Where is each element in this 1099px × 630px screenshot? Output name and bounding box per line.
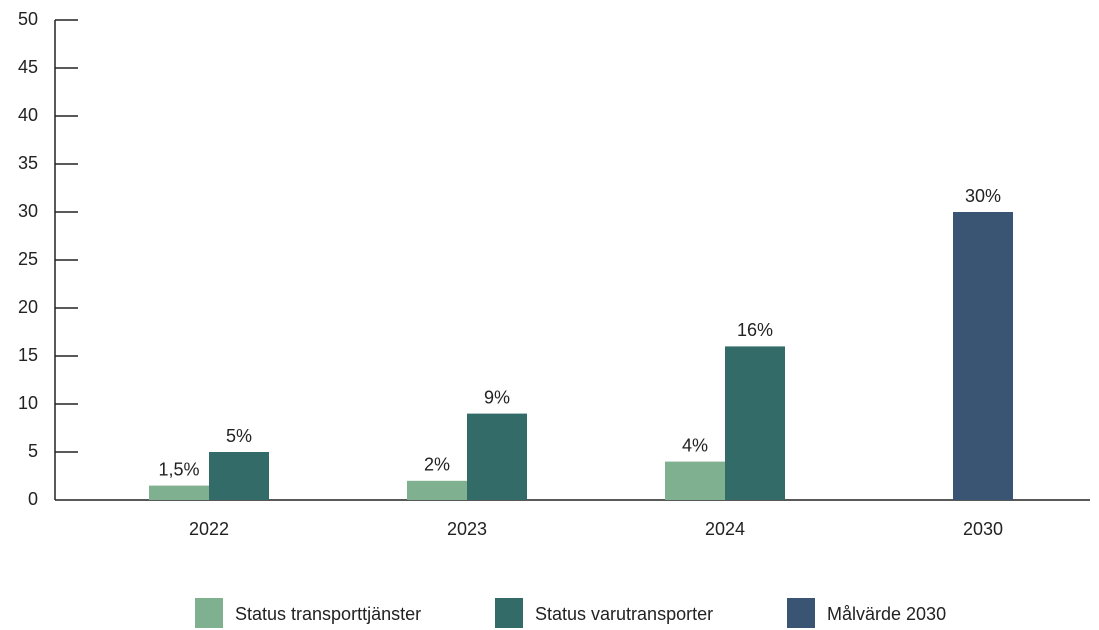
data-label: 2%	[424, 455, 450, 475]
y-tick-label: 15	[18, 345, 38, 365]
bar	[953, 212, 1013, 500]
bar	[467, 413, 527, 500]
legend-label: Status transporttjänster	[235, 604, 421, 624]
y-tick-label: 40	[18, 105, 38, 125]
y-tick-label: 0	[28, 489, 38, 509]
data-label: 5%	[226, 426, 252, 446]
legend-label: Status varutransporter	[535, 604, 713, 624]
legend-label: Målvärde 2030	[827, 604, 946, 624]
y-tick-label: 10	[18, 393, 38, 413]
x-tick-label: 2024	[705, 519, 745, 539]
bar	[209, 452, 269, 500]
y-tick-label: 35	[18, 153, 38, 173]
data-label: 9%	[484, 387, 510, 407]
legend-swatch	[787, 598, 815, 628]
data-label: 4%	[682, 435, 708, 455]
legend-swatch	[195, 598, 223, 628]
data-label: 1,5%	[158, 459, 199, 479]
legend-swatch	[495, 598, 523, 628]
y-tick-label: 50	[18, 9, 38, 29]
bar	[725, 346, 785, 500]
y-tick-label: 20	[18, 297, 38, 317]
bar	[149, 485, 209, 500]
data-label: 16%	[737, 320, 773, 340]
bar	[407, 480, 467, 500]
y-tick-label: 25	[18, 249, 38, 269]
y-tick-label: 30	[18, 201, 38, 221]
y-tick-label: 5	[28, 441, 38, 461]
x-tick-label: 2023	[447, 519, 487, 539]
data-label: 30%	[965, 186, 1001, 206]
x-tick-label: 2022	[189, 519, 229, 539]
y-tick-label: 45	[18, 57, 38, 77]
bar	[665, 461, 725, 500]
x-tick-label: 2030	[963, 519, 1003, 539]
